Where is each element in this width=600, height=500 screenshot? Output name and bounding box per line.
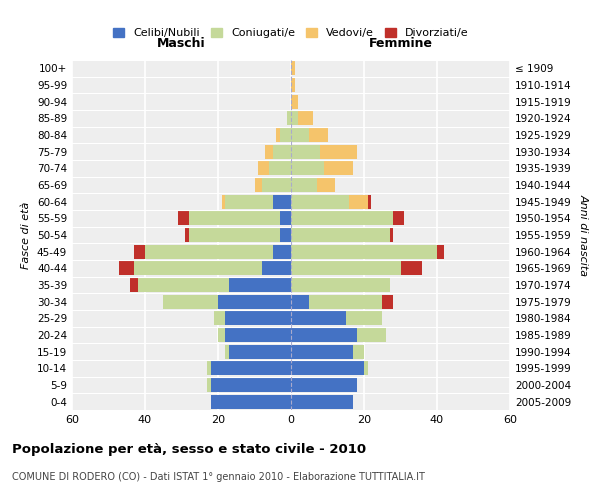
Bar xyxy=(211,394,291,408)
Bar xyxy=(389,228,393,242)
Bar xyxy=(346,311,382,326)
Bar xyxy=(291,278,389,292)
Bar xyxy=(269,161,291,176)
Bar xyxy=(273,194,291,209)
Bar xyxy=(258,161,269,176)
Bar xyxy=(291,112,298,126)
Bar xyxy=(309,294,382,308)
Bar xyxy=(134,261,262,276)
Bar xyxy=(226,328,291,342)
Bar xyxy=(218,328,226,342)
Bar xyxy=(145,244,273,259)
Bar xyxy=(262,178,291,192)
Text: Popolazione per età, sesso e stato civile - 2010: Popolazione per età, sesso e stato civil… xyxy=(12,442,366,456)
Bar xyxy=(221,194,226,209)
Bar xyxy=(163,294,218,308)
Bar xyxy=(178,211,189,226)
Bar xyxy=(298,112,313,126)
Legend: Celibi/Nubili, Coniugati/e, Vedovi/e, Divorziati/e: Celibi/Nubili, Coniugati/e, Vedovi/e, Di… xyxy=(109,24,473,43)
Bar xyxy=(185,228,189,242)
Bar xyxy=(291,78,295,92)
Bar xyxy=(291,94,298,109)
Bar xyxy=(291,394,353,408)
Y-axis label: Anni di nascita: Anni di nascita xyxy=(578,194,588,276)
Bar xyxy=(277,128,280,142)
Bar xyxy=(214,311,226,326)
Bar xyxy=(254,178,262,192)
Bar xyxy=(324,161,353,176)
Bar xyxy=(226,194,273,209)
Bar xyxy=(437,244,444,259)
Bar xyxy=(211,378,291,392)
Bar xyxy=(291,344,353,358)
Bar xyxy=(317,178,335,192)
Bar xyxy=(291,211,393,226)
Bar xyxy=(280,128,291,142)
Bar xyxy=(364,361,368,376)
Bar xyxy=(119,261,134,276)
Bar xyxy=(291,311,346,326)
Bar xyxy=(229,278,291,292)
Bar xyxy=(189,211,280,226)
Bar xyxy=(401,261,422,276)
Bar xyxy=(280,228,291,242)
Text: Femmine: Femmine xyxy=(368,37,433,50)
Bar xyxy=(207,378,211,392)
Bar xyxy=(349,194,368,209)
Bar xyxy=(393,211,404,226)
Bar xyxy=(291,144,320,159)
Text: COMUNE DI RODERO (CO) - Dati ISTAT 1° gennaio 2010 - Elaborazione TUTTITALIA.IT: COMUNE DI RODERO (CO) - Dati ISTAT 1° ge… xyxy=(12,472,425,482)
Text: Maschi: Maschi xyxy=(157,37,206,50)
Bar xyxy=(211,361,291,376)
Bar xyxy=(291,361,364,376)
Bar xyxy=(291,261,401,276)
Bar xyxy=(273,144,291,159)
Bar xyxy=(291,178,317,192)
Bar xyxy=(368,194,371,209)
Bar xyxy=(291,161,324,176)
Bar xyxy=(291,378,356,392)
Bar xyxy=(291,61,295,76)
Bar xyxy=(218,294,291,308)
Bar xyxy=(291,328,356,342)
Bar xyxy=(130,278,138,292)
Bar xyxy=(134,244,145,259)
Bar xyxy=(207,361,211,376)
Bar xyxy=(287,112,291,126)
Bar xyxy=(353,344,364,358)
Bar xyxy=(265,144,273,159)
Bar xyxy=(280,211,291,226)
Bar xyxy=(291,244,437,259)
Bar xyxy=(226,344,229,358)
Y-axis label: Fasce di età: Fasce di età xyxy=(22,202,31,268)
Bar xyxy=(229,344,291,358)
Bar xyxy=(382,294,393,308)
Bar xyxy=(291,294,309,308)
Bar xyxy=(273,244,291,259)
Bar xyxy=(356,328,386,342)
Bar xyxy=(138,278,229,292)
Bar xyxy=(226,311,291,326)
Bar xyxy=(309,128,328,142)
Bar xyxy=(320,144,356,159)
Bar xyxy=(262,261,291,276)
Bar xyxy=(291,228,389,242)
Bar xyxy=(291,128,309,142)
Bar xyxy=(291,194,349,209)
Bar xyxy=(189,228,280,242)
